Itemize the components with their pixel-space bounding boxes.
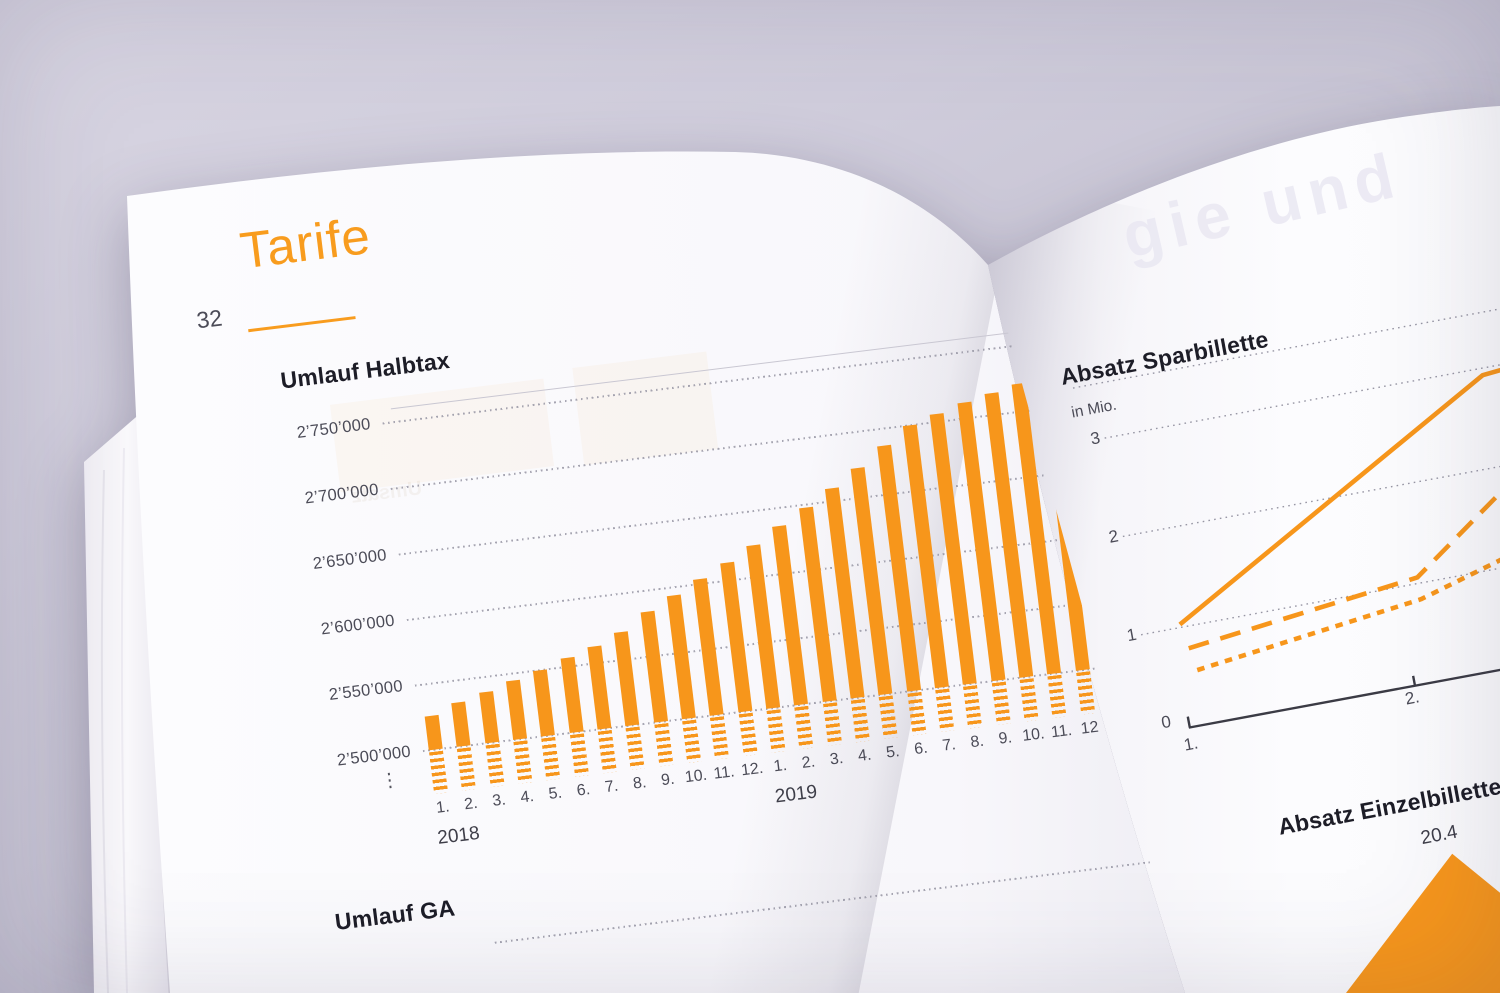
- x-tick-label: 6.: [575, 781, 592, 800]
- bar-axis-break-stub: [879, 695, 898, 738]
- x-tick-label: 12.: [740, 759, 765, 780]
- page-number: 32: [195, 304, 224, 334]
- x-tick-label: 9.: [660, 770, 676, 790]
- bar-axis-break-stub: [626, 726, 645, 769]
- y-tick-label: 2’550’000: [327, 677, 404, 705]
- bar-axis-break-stub: [991, 682, 1010, 725]
- axis-break-mark: ⋮: [379, 769, 402, 793]
- x-tick-label: 8.: [632, 774, 648, 793]
- x-tick-label: 4.: [519, 787, 535, 807]
- x-axis-tick: [1411, 675, 1417, 686]
- y-tick-label: 2’700’000: [303, 480, 380, 508]
- bar-axis-break-stub: [1048, 675, 1067, 718]
- x-axis: [1188, 638, 1500, 729]
- bar: [506, 679, 527, 740]
- bar: [560, 657, 583, 733]
- y-tick-label: 2’600’000: [319, 611, 396, 639]
- bar-axis-break-stub: [823, 702, 842, 745]
- bar: [587, 645, 611, 729]
- x-axis-origin-tick: [1186, 716, 1191, 728]
- bar: [667, 594, 696, 719]
- x-tick-label: 2.: [463, 794, 479, 814]
- x-tick-label: 10.: [1021, 725, 1046, 745]
- year-label: 2018: [436, 822, 481, 849]
- bar-axis-break-stub: [570, 733, 589, 776]
- bar-axis-break-stub: [851, 699, 870, 742]
- absatz-sparbillette-line-solid: [1178, 346, 1500, 627]
- x-tick-label: 10.: [683, 766, 709, 787]
- bar-axis-break-stub: [710, 716, 729, 759]
- x-tick-label: 5.: [885, 743, 901, 762]
- bar-axis-break-stub: [457, 747, 476, 790]
- gridline: [1122, 441, 1500, 538]
- bar-axis-break-stub: [907, 692, 926, 735]
- x-tick-label: 1.: [435, 798, 451, 817]
- bar-axis-break-stub: [542, 737, 561, 780]
- bar-axis-break-stub: [1076, 671, 1095, 714]
- x-tick-label: 9.: [997, 729, 1013, 748]
- bar: [640, 611, 667, 723]
- year-label: 2019: [773, 781, 819, 808]
- bar: [614, 631, 639, 726]
- chart-title-ga: Umlauf GA: [333, 894, 457, 935]
- x-tick-label: 7.: [941, 736, 957, 755]
- bar: [746, 545, 780, 709]
- x-tick-label: 7.: [603, 777, 620, 797]
- page-number-rule: [248, 316, 356, 332]
- y-tick-label: 2’650’000: [311, 546, 388, 574]
- bar-axis-break-stub: [682, 720, 701, 763]
- bar-axis-break-stub: [654, 723, 673, 766]
- chart-title-einzelbillette: Absatz Einzelbillette im Na: [1276, 760, 1500, 840]
- x-tick-label: 4.: [857, 746, 873, 766]
- bar-axis-break-stub: [485, 744, 504, 787]
- bar-axis-break-stub: [935, 688, 954, 731]
- x-tick-label: 6.: [913, 739, 929, 759]
- bar-axis-break-stub: [963, 685, 982, 728]
- chart-title-halbtax: Umlauf Halbtax: [279, 346, 452, 394]
- x-tick-label: 12: [1079, 718, 1100, 738]
- einzelbillette-chart: [1324, 853, 1500, 993]
- sparbillette-chart: [1072, 289, 1500, 729]
- bar-axis-break-stub: [738, 713, 757, 756]
- x-tick-label: 3.: [828, 749, 845, 769]
- einzelbillette-block: Absatz Einzelbillette im Na 20.4 in Mio.…: [1265, 734, 1500, 993]
- x-tick-label: 5.: [547, 784, 564, 803]
- bar-axis-break-stub: [1020, 678, 1039, 721]
- bar: [452, 702, 471, 747]
- x-tick-label: 1.: [772, 756, 789, 776]
- bar: [533, 669, 555, 736]
- bar-axis-break-stub: [513, 740, 532, 783]
- bar: [720, 561, 752, 712]
- bar: [479, 691, 499, 744]
- x-tick-label: 11.: [712, 763, 736, 783]
- bar-axis-break-stub: [598, 730, 617, 773]
- x-tick-label: 8.: [969, 732, 985, 752]
- absatz-sparbillette-line-long-dash: [1188, 403, 1500, 651]
- bar-axis-break-stub: [429, 751, 448, 794]
- absatz-einzelbillette-area: [1324, 853, 1500, 993]
- section-title: Tarife: [237, 206, 374, 280]
- x-tick-label: 11.: [1050, 721, 1074, 742]
- x-tick-label: 3.: [491, 791, 507, 810]
- absatz-sparbillette-line-short-dash: [1196, 505, 1500, 673]
- bar-axis-break-stub: [767, 709, 786, 752]
- bar: [773, 526, 809, 706]
- x-tick-label: 2.: [800, 753, 817, 772]
- right-page: Absatz Sparbillette in Mio. 3 2 1 0 1. 2…: [1048, 250, 1500, 993]
- bar: [425, 715, 443, 751]
- bar-axis-break-stub: [795, 706, 814, 749]
- show-through-line: [391, 326, 1066, 410]
- gridline: [383, 340, 1058, 425]
- gridline: [1104, 343, 1500, 439]
